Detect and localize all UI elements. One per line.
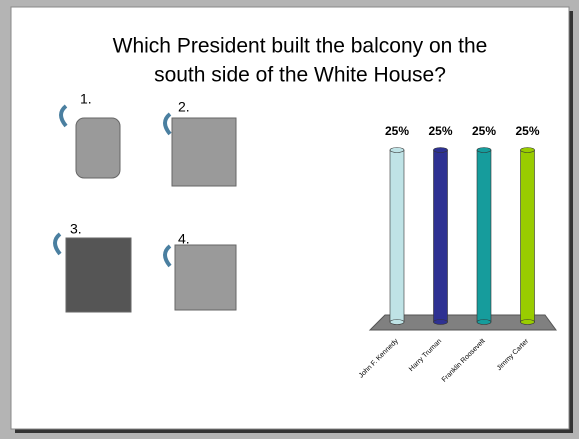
slide-view: Which President built the balcony on the… [0,0,579,439]
page: {"slide": {"title_lines": ["Which Presid… [0,0,579,439]
option-number: 3. [70,221,82,237]
bar [477,150,491,322]
option-number: 4. [178,231,190,247]
value-label: 25% [428,124,452,138]
bar-top [521,148,535,153]
option-number: 2. [178,99,190,115]
option-number: 1. [80,91,92,107]
value-label: 25% [515,124,539,138]
photo [76,118,120,178]
bar-top [477,148,491,153]
bar-bottom [434,320,448,325]
bar-top [390,148,404,153]
bar [521,150,535,322]
bar-top [434,148,448,153]
bar [434,150,448,322]
bar [390,150,404,322]
bar-bottom [390,320,404,325]
bar-bottom [521,320,535,325]
photo [172,118,236,186]
slide-title: south side of the White House? [154,64,446,87]
slide-title: Which President built the balcony on the [113,35,488,58]
value-label: 25% [385,124,409,138]
photo [175,245,236,310]
value-label: 25% [472,124,496,138]
bar-bottom [477,320,491,325]
photo [66,238,131,312]
